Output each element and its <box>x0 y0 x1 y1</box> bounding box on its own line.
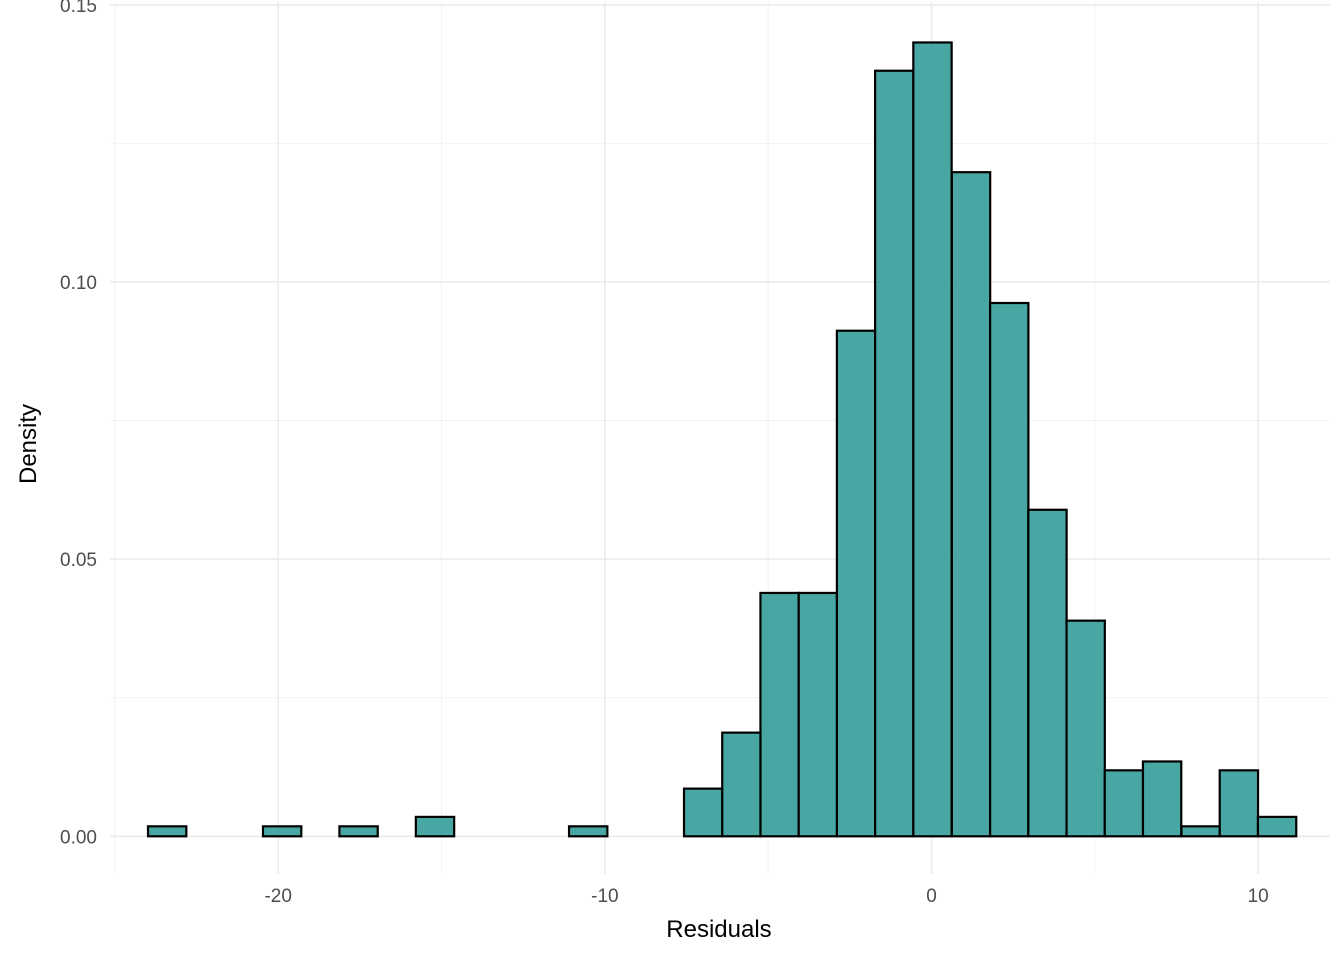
y-axis-title: Density <box>15 404 42 484</box>
x-tick-label: 0 <box>926 886 937 907</box>
x-axis-ticks: -20 -10 0 10 <box>264 886 1268 907</box>
y-tick-label: 0.00 <box>60 827 97 848</box>
histogram-bar <box>1141 760 1183 838</box>
histogram-bar <box>1103 769 1145 838</box>
y-axis-ticks: 0.00 0.05 0.10 0.15 <box>60 0 97 848</box>
y-tick-label: 0.10 <box>60 273 97 294</box>
histogram-bar <box>682 787 724 838</box>
x-tick-label: -10 <box>591 886 618 907</box>
x-axis-title: Residuals <box>666 916 771 943</box>
histogram-bar <box>414 815 456 838</box>
histogram-bar <box>721 731 762 838</box>
histogram-bar <box>261 825 303 838</box>
histogram-bar <box>1218 769 1260 838</box>
histogram-bar <box>1256 815 1298 838</box>
x-tick-label: -20 <box>264 886 291 907</box>
histogram-bar <box>338 825 379 838</box>
histogram-bar <box>1065 619 1106 838</box>
x-tick-label: 10 <box>1248 886 1269 907</box>
histogram-bar <box>988 301 1030 838</box>
histogram-bar <box>146 825 188 838</box>
grid-lines <box>110 2 1330 874</box>
histogram-bar <box>797 591 839 838</box>
histogram-bar <box>1180 825 1221 838</box>
y-tick-label: 0.15 <box>60 0 97 17</box>
histogram-bar <box>835 329 877 838</box>
bars <box>146 41 1298 838</box>
histogram-bar <box>1027 508 1068 838</box>
histogram-bar <box>567 825 609 838</box>
histogram-bar <box>912 41 953 838</box>
histogram-bar <box>874 69 915 838</box>
y-tick-label: 0.05 <box>60 550 97 571</box>
histogram-bar <box>759 591 800 838</box>
histogram-bar <box>950 171 992 838</box>
